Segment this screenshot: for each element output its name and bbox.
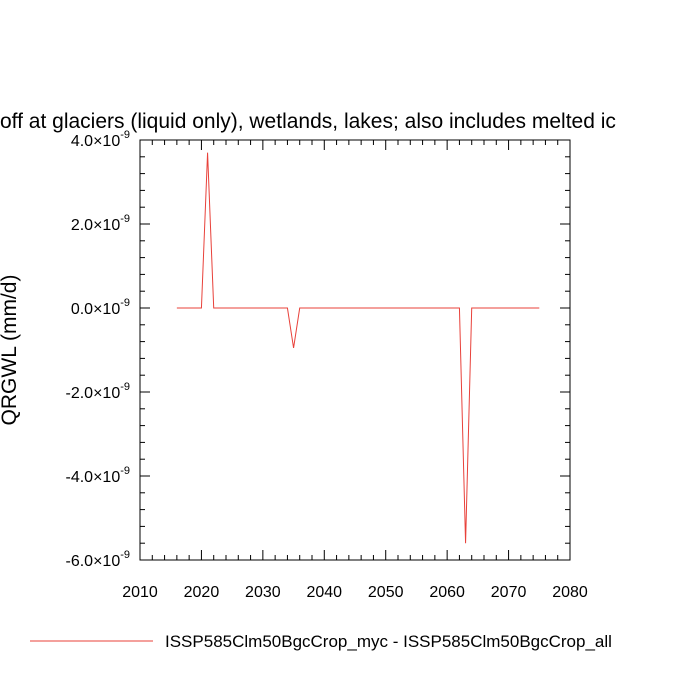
- x-axis-labels: 2010 2020 2030 2040 2050 2060 2070 2080: [122, 584, 588, 601]
- series-line: [176, 152, 540, 544]
- y-tick-label: 4.0×10-9: [71, 129, 130, 150]
- y-axis-title: QRGWL (mm/d): [0, 275, 21, 426]
- y-tick-label: 2.0×10-9: [71, 213, 130, 234]
- series-layer: [176, 152, 540, 544]
- plot-frame: [139, 139, 571, 561]
- x-tick-label: 2070: [491, 584, 527, 601]
- y-tick-label: -4.0×10-9: [66, 465, 131, 486]
- y-tick-label: -6.0×10-9: [66, 549, 131, 570]
- y-axis-labels: 4.0×10-9 2.0×10-9 0.0×10-9 -2.0×10-9 -4.0×10…: [66, 129, 131, 570]
- chart-title: off at glaciers (liquid only), wetlands,…: [0, 110, 616, 133]
- legend-label: ISSP585Clm50BgcCrop_myc - ISSP585Clm50Bg…: [165, 632, 612, 651]
- y-tick-label: 0.0×10-9: [71, 297, 130, 318]
- x-tick-label: 2080: [552, 584, 588, 601]
- axis-ticks: [139, 139, 571, 561]
- x-tick-label: 2060: [429, 584, 465, 601]
- x-tick-label: 2030: [245, 584, 281, 601]
- x-tick-label: 2040: [306, 584, 342, 601]
- y-tick-label: -2.0×10-9: [66, 381, 131, 402]
- x-tick-label: 2050: [368, 584, 404, 601]
- x-tick-label: 2020: [184, 584, 220, 601]
- x-tick-label: 2010: [122, 584, 158, 601]
